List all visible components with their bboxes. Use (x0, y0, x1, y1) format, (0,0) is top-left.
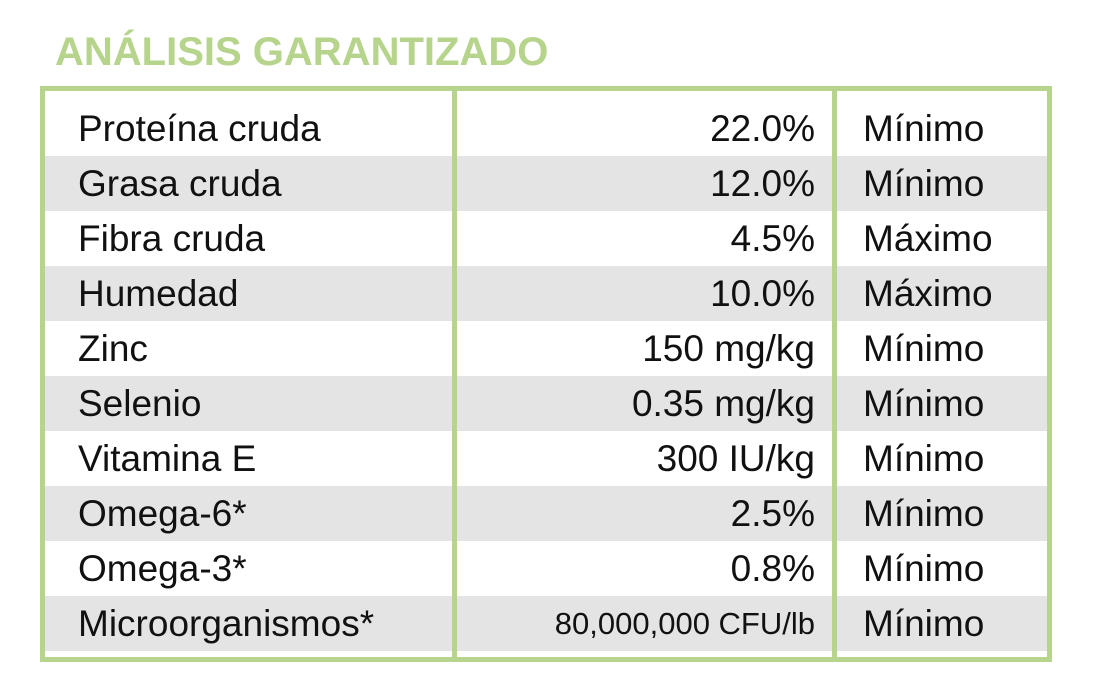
nutrient-name: Zinc (78, 328, 148, 369)
table-row: Selenio 0.35 mg/kg Mínimo (45, 376, 1047, 431)
table-row: Fibra cruda 4.5% Máximo (45, 211, 1047, 266)
nutrient-amount: 10.0% (710, 273, 815, 314)
nutrient-name: Selenio (78, 383, 202, 424)
table-row: Grasa cruda 12.0% Mínimo (45, 156, 1047, 211)
nutrient-limit: Mínimo (863, 328, 985, 369)
nutrient-limit: Máximo (863, 218, 993, 259)
nutrient-amount: 300 IU/kg (656, 438, 815, 479)
nutrient-amount: 150 mg/kg (642, 328, 815, 369)
title: ANÁLISIS GARANTIZADO (55, 30, 549, 74)
nutrient-limit: Máximo (863, 273, 993, 314)
nutrient-name: Microorganismos* (78, 603, 375, 644)
nutrient-name: Fibra cruda (78, 218, 266, 259)
nutrient-name: Proteína cruda (78, 108, 321, 149)
table-row: Proteína cruda 22.0% Mínimo (45, 101, 1047, 156)
table-row: Omega-3* 0.8% Mínimo (45, 541, 1047, 596)
table-row: Omega-6* 2.5% Mínimo (45, 486, 1047, 541)
nutrient-limit: Mínimo (863, 438, 985, 479)
table-row: Microorganismos* 80,000,000 CFU/lb Mínimo (45, 596, 1047, 651)
nutrient-amount: 4.5% (730, 218, 815, 259)
table-row: Zinc 150 mg/kg Mínimo (45, 321, 1047, 376)
nutrient-limit: Mínimo (863, 493, 985, 534)
nutrient-name: Omega-6* (78, 493, 247, 534)
nutrient-name: Humedad (78, 273, 239, 314)
column-divider (452, 91, 457, 657)
nutrient-amount: 0.35 mg/kg (631, 383, 815, 424)
nutrient-name: Grasa cruda (78, 163, 282, 204)
nutrient-amount: 2.5% (730, 493, 815, 534)
nutrient-limit: Mínimo (863, 548, 985, 589)
nutrient-limit: Mínimo (863, 163, 985, 204)
nutrient-amount: 0.8% (730, 548, 815, 589)
nutrient-name: Omega-3* (78, 548, 247, 589)
table-row: Vitamina E 300 IU/kg Mínimo (45, 431, 1047, 486)
nutrient-amount: 22.0% (710, 108, 815, 149)
nutrient-amount: 12.0% (710, 163, 815, 204)
nutrient-name: Vitamina E (78, 438, 257, 479)
nutrient-limit: Mínimo (863, 383, 985, 424)
nutrient-limit: Mínimo (863, 603, 985, 644)
table-row: Humedad 10.0% Máximo (45, 266, 1047, 321)
column-divider (832, 91, 837, 657)
nutrient-amount: 80,000,000 CFU/lb (554, 606, 815, 641)
nutrient-limit: Mínimo (863, 108, 985, 149)
analysis-table: Proteína cruda 22.0% Mínimo Grasa cruda 12.0… (40, 86, 1052, 662)
